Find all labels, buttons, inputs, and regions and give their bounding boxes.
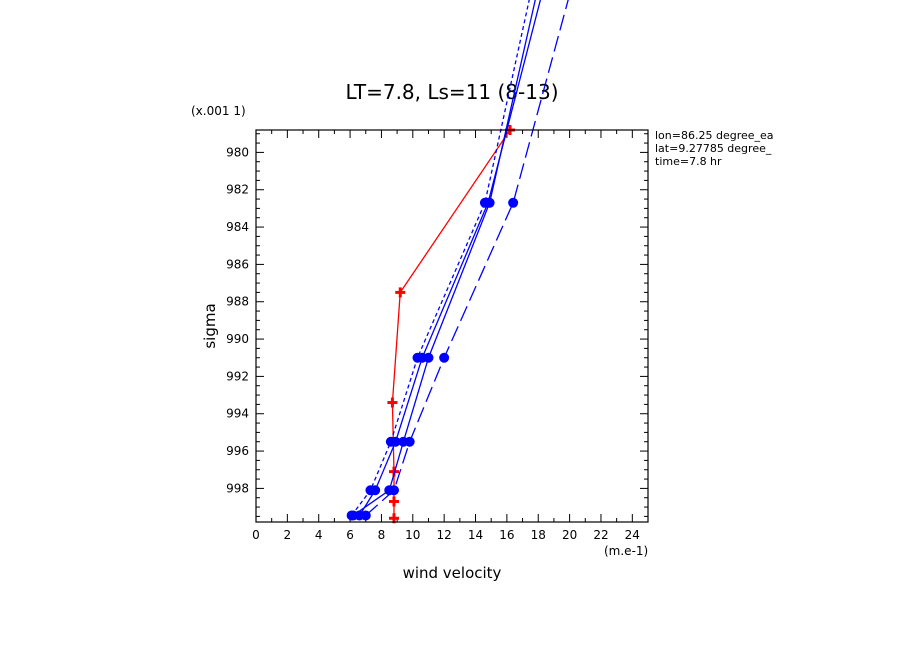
annotation-lat: lat=9.27785 degree_ [655,142,772,155]
chart-title: LT=7.8, Ls=11 (8-13) [345,80,558,104]
series-point-plus [388,496,399,507]
x-unit-label: (m.e-1) [604,544,648,558]
y-tick-label: 980 [226,145,249,159]
y-tick-label: 982 [226,183,249,197]
series-line-4 [365,0,569,516]
x-tick-label: 12 [437,528,452,542]
x-tick-label: 24 [625,528,640,542]
annotation-lon: lon=86.25 degree_ea [655,129,774,142]
x-tick-label: 2 [284,528,292,542]
y-tick-label: 996 [226,444,249,458]
y-tick-label: 988 [226,295,249,309]
x-tick-label: 22 [593,528,608,542]
x-tick-label: 10 [405,528,420,542]
series-point-circle [346,510,357,521]
x-tick-label: 8 [378,528,386,542]
series-point-circle [412,352,423,363]
x-tick-label: 16 [499,528,514,542]
plot-frame [255,129,649,523]
series-point-circle [479,197,490,208]
series-point-circle [508,197,519,208]
series-point-plus [387,397,398,408]
x-axis-label: wind velocity [403,564,502,582]
series-point-circle [365,485,376,496]
x-tick-label: 20 [562,528,577,542]
x-tick-label: 6 [346,528,354,542]
x-tick-label: 0 [252,528,260,542]
y-tick-label: 990 [226,332,249,346]
y-unit-label: (x.001 1) [191,104,246,118]
annotation-time: time=7.8 hr [655,155,722,168]
y-axis-label: sigma [201,303,219,348]
series-line-3 [351,0,530,516]
series-point-circle [385,436,396,447]
series-point-circle [439,352,450,363]
series-line-1 [352,0,536,516]
series-point-plus [395,287,406,298]
y-tick-label: 994 [226,407,249,421]
y-tick-label: 986 [226,257,249,271]
y-tick-label: 984 [226,220,249,234]
y-tick-label: 992 [226,369,249,383]
series-point-circle [388,485,399,496]
x-tick-label: 14 [468,528,483,542]
y-tick-label: 998 [226,481,249,495]
series-point-circle [360,510,371,521]
series-point-circle [404,436,415,447]
x-tick-label: 4 [315,528,323,542]
x-tick-label: 18 [531,528,546,542]
